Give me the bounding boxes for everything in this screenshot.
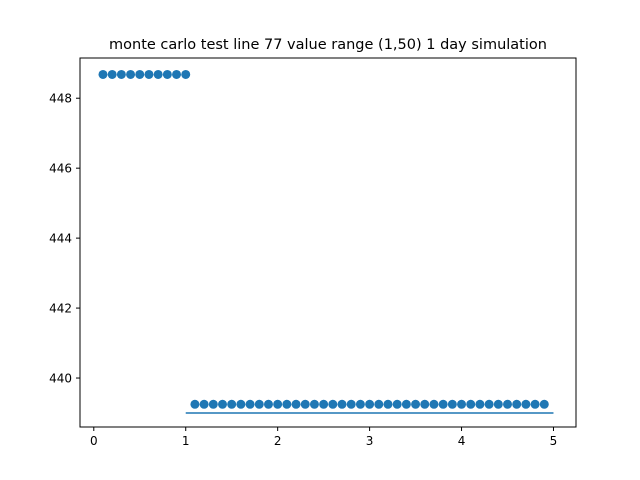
- axes-frame: [79, 57, 577, 428]
- data-point: [291, 399, 301, 409]
- data-point: [337, 399, 347, 409]
- data-point: [273, 399, 283, 409]
- data-point: [466, 399, 476, 409]
- data-point: [263, 399, 273, 409]
- data-point: [346, 399, 356, 409]
- data-point: [457, 399, 467, 409]
- y-tick-label: 444: [49, 232, 72, 246]
- data-point: [503, 399, 513, 409]
- data-point: [135, 69, 145, 79]
- data-point: [107, 69, 117, 79]
- data-point: [319, 399, 329, 409]
- data-point: [162, 69, 172, 79]
- data-point: [172, 69, 182, 79]
- data-point: [438, 399, 448, 409]
- data-point: [521, 399, 531, 409]
- data-point: [539, 399, 549, 409]
- data-point: [153, 69, 163, 79]
- data-point: [98, 69, 108, 79]
- data-point: [181, 69, 191, 79]
- data-point: [309, 399, 319, 409]
- x-tick-label: 3: [366, 434, 374, 448]
- data-point: [429, 399, 439, 409]
- data-point: [530, 399, 540, 409]
- data-point: [300, 399, 310, 409]
- data-point: [144, 69, 154, 79]
- y-tick-label: 446: [49, 162, 72, 176]
- x-tick-label: 1: [182, 434, 190, 448]
- data-point: [190, 399, 200, 409]
- data-point: [236, 399, 246, 409]
- x-tick-label: 0: [90, 434, 98, 448]
- axis-ticks: 0 1 2 3 4 5 440 442 444 446 448: [49, 92, 557, 448]
- data-point: [254, 399, 264, 409]
- data-point: [328, 399, 338, 409]
- y-tick-label: 442: [49, 302, 72, 316]
- data-point: [392, 399, 402, 409]
- y-tick-label: 448: [49, 92, 72, 106]
- x-tick-label: 2: [274, 434, 282, 448]
- data-point: [447, 399, 457, 409]
- data-point: [411, 399, 421, 409]
- chart-title: monte carlo test line 77 value range (1,…: [109, 37, 547, 53]
- data-point: [383, 399, 393, 409]
- data-point: [245, 399, 255, 409]
- data-point: [420, 399, 430, 409]
- data-point: [475, 399, 485, 409]
- data-point: [355, 399, 365, 409]
- x-tick-label: 5: [550, 434, 558, 448]
- data-point: [116, 69, 126, 79]
- data-point: [218, 399, 228, 409]
- data-point: [126, 69, 136, 79]
- y-tick-label: 440: [49, 372, 72, 386]
- data-point: [227, 399, 237, 409]
- plot-area: [98, 69, 554, 414]
- data-point: [512, 399, 522, 409]
- data-point: [484, 399, 494, 409]
- data-point: [199, 399, 209, 409]
- x-tick-label: 4: [458, 434, 466, 448]
- data-point: [208, 399, 218, 409]
- data-point: [365, 399, 375, 409]
- data-point: [401, 399, 411, 409]
- data-point: [374, 399, 384, 409]
- data-point: [493, 399, 503, 409]
- data-point: [282, 399, 292, 409]
